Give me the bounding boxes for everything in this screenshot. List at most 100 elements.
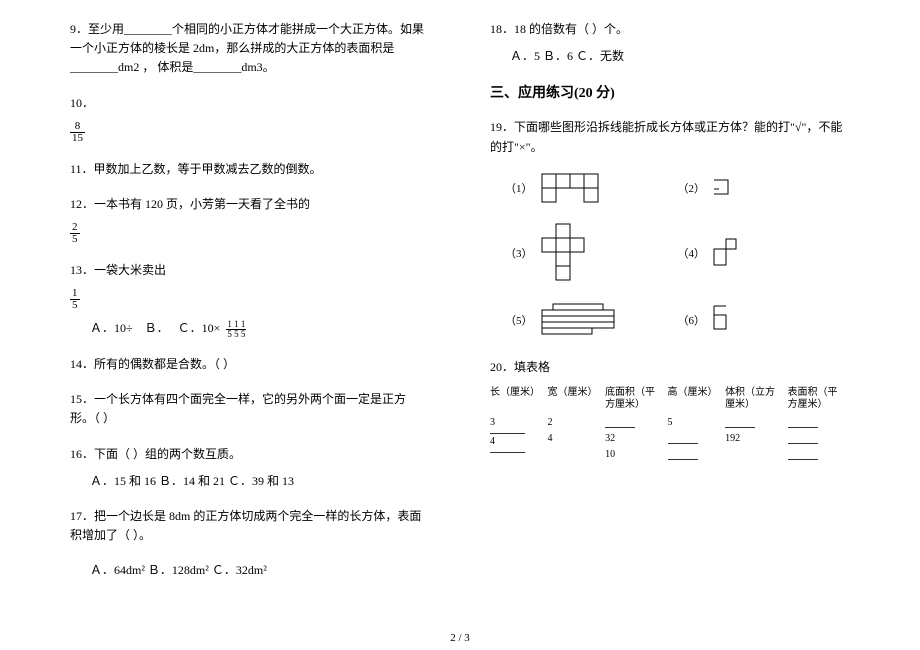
net-row-2: （3） （4） — [490, 223, 850, 283]
th-6: 表面积（平方厘米） — [788, 387, 842, 411]
net-row-3: （5） （6） — [490, 303, 850, 338]
question-10-label: 10． — [70, 94, 430, 113]
question-12: 12．一本书有 120 页，小芳第一天看了全书的 — [70, 195, 430, 214]
line — [490, 452, 525, 453]
tc — [788, 431, 842, 447]
tc: 2 — [548, 415, 598, 431]
tc: 32 — [605, 431, 659, 447]
right-column: 18．18 的倍数有（ ）个。 Ａ．5 Ｂ．6 Ｃ．无数 三、应用练习(20 分… — [460, 20, 870, 630]
fraction-1-5: 1 5 — [70, 288, 80, 311]
tc — [788, 447, 842, 463]
net-shape-3 — [541, 223, 601, 283]
net-item-6: （6） — [678, 305, 851, 335]
triple-fraction: 1 1 1 5 5 5 — [226, 320, 246, 339]
tc: 5 — [668, 415, 718, 431]
blank-line — [788, 434, 818, 444]
left-column: 9．至少用________个相同的小正方体才能拼成一个大正方体。如果一个小正方体… — [50, 20, 460, 630]
table-col-1: 长（厘米） 3 4 — [490, 387, 540, 463]
th-3: 底面积（平方厘米） — [605, 387, 659, 411]
question-13-frac: 1 5 — [70, 288, 430, 311]
tc: 4 — [490, 434, 540, 450]
opt-c: Ｃ．10× — [178, 321, 221, 335]
frac-den: 5 — [70, 234, 80, 245]
net-label-5: （5） — [505, 312, 533, 328]
tv: 32 — [605, 433, 615, 444]
tv: 10 — [605, 449, 615, 460]
tv: 4 — [490, 436, 495, 447]
question-17: 17．把一个边长是 8dm 的正方体切成两个完全一样的长方体，表面积增加了（ ）… — [70, 507, 430, 545]
th-5: 体积（立方厘米） — [725, 387, 779, 411]
question-18: 18．18 的倍数有（ ）个。 — [490, 20, 850, 39]
question-16-options: Ａ．15 和 16 Ｂ．14 和 21 Ｃ．39 和 13 — [70, 472, 430, 491]
th-4: 高（厘米） — [668, 387, 718, 411]
opt-b: Ｂ． — [145, 321, 169, 335]
question-13: 13．一袋大米卖出 — [70, 261, 430, 280]
net-shape-5 — [541, 303, 621, 338]
tc — [668, 431, 718, 447]
tc — [668, 447, 718, 463]
tc: 3 — [490, 415, 540, 431]
net-item-5: （5） — [505, 303, 678, 338]
question-11: 11．甲数加上乙数，等于甲数减去乙数的倒数。 — [70, 160, 430, 179]
net-label-3: （3） — [505, 245, 533, 261]
net-label-6: （6） — [678, 312, 706, 328]
tc — [725, 415, 779, 431]
tv: 4 — [548, 433, 553, 444]
opt-a: Ａ．10÷ — [90, 321, 133, 335]
blank-line — [668, 434, 698, 444]
blank-line — [725, 418, 755, 428]
table-col-4: 高（厘米） 5 — [668, 387, 718, 463]
tc: 192 — [725, 431, 779, 447]
tv: 3 — [490, 417, 495, 428]
page-footer: 2 / 3 — [0, 632, 920, 644]
question-18-options: Ａ．5 Ｂ．6 Ｃ．无数 — [490, 47, 850, 66]
fraction-2-5: 2 5 — [70, 222, 80, 245]
question-15: 15．一个长方体有四个面完全一样，它的另外两个面一定是正方形。（ ） — [70, 390, 430, 428]
blank-line — [788, 418, 818, 428]
question-20: 20．填表格 — [490, 358, 850, 377]
net-shape-4 — [713, 238, 743, 268]
net-item-1: （1） — [505, 173, 678, 203]
table-col-5: 体积（立方厘米） 192 — [725, 387, 779, 463]
th-2: 宽（厘米） — [548, 387, 598, 411]
th-1: 长（厘米） — [490, 387, 540, 411]
blank-line — [668, 450, 698, 460]
net-label-1: （1） — [505, 180, 533, 196]
question-12-frac: 2 5 — [70, 222, 430, 245]
question-14: 14．所有的偶数都是合数。（ ） — [70, 355, 430, 374]
table-col-2: 宽（厘米） 2 4 — [548, 387, 598, 463]
question-13-options: Ａ．10÷ Ｂ． Ｃ．10× 1 1 1 5 5 5 — [70, 319, 430, 339]
net-item-3: （3） — [505, 223, 678, 283]
tc — [605, 415, 659, 431]
net-row-1: （1） （2） — [490, 173, 850, 203]
net-shape-6 — [713, 305, 733, 335]
question-17-options: Ａ．64dm² Ｂ．128dm² Ｃ．32dm² — [70, 561, 430, 580]
fraction-8-15: 8 15 — [70, 121, 85, 144]
table-col-3: 底面积（平方厘米） 32 10 — [605, 387, 659, 463]
question-10-frac: 8 15 — [70, 121, 430, 144]
tv: 5 — [668, 417, 673, 428]
tc: 10 — [605, 447, 659, 463]
triple-den: 5 5 5 — [226, 330, 246, 339]
tv: 192 — [725, 433, 740, 444]
net-item-2: （2） — [678, 179, 851, 197]
section-3-title: 三、应用练习(20 分) — [490, 82, 850, 102]
net-shape-1 — [541, 173, 616, 203]
frac-num: 8 — [70, 121, 85, 133]
net-shape-2 — [713, 179, 731, 197]
tv: 2 — [548, 417, 553, 428]
tc — [788, 415, 842, 431]
question-16: 16．下面（ ）组的两个数互质。 — [70, 445, 430, 464]
tc — [725, 447, 779, 463]
tc: 4 — [548, 431, 598, 447]
net-label-2: （2） — [678, 180, 706, 196]
question-9: 9．至少用________个相同的小正方体才能拼成一个大正方体。如果一个小正方体… — [70, 20, 430, 78]
blank-line — [605, 418, 635, 428]
frac-den: 15 — [70, 133, 85, 144]
net-item-4: （4） — [678, 238, 851, 268]
question-19: 19．下面哪些图形沿拆线能折成长方体或正方体？能的打"√"，不能的打"×"。 — [490, 118, 850, 156]
fill-table: 长（厘米） 3 4 宽（厘米） 2 4 底面积（平方厘米） 32 10 高（厘米… — [490, 387, 850, 463]
net-label-4: （4） — [678, 245, 706, 261]
table-col-6: 表面积（平方厘米） — [788, 387, 842, 463]
blank-line — [788, 450, 818, 460]
